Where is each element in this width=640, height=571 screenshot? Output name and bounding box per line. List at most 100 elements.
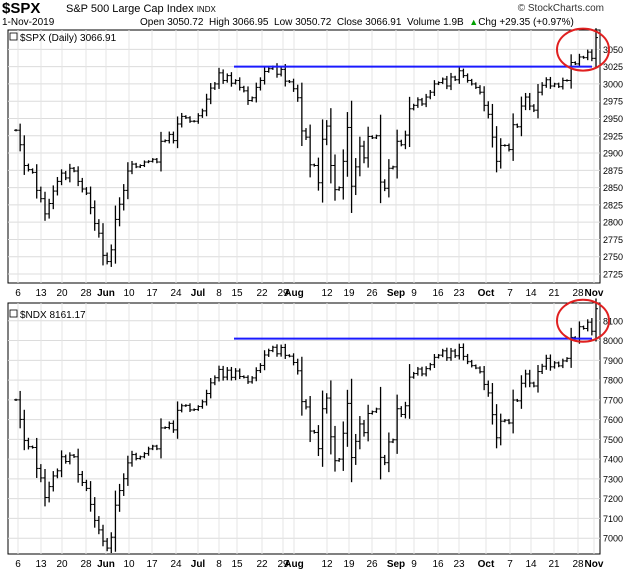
x-tick-label: Jul [191,288,206,299]
x-tick-label: 14 [525,559,537,570]
x-tick-label: 19 [343,559,355,570]
legend-swatch [9,309,18,318]
x-tick-label: 28 [80,559,92,570]
y-tick-label: 2725 [603,270,623,280]
volume-label: Volume [406,17,441,28]
y-tick-label: 2750 [603,252,623,262]
x-tick-label: Sep [387,288,405,299]
x-tick-label: Sep [387,559,405,570]
x-tick-label: 9 [411,288,417,299]
open-value: 3050.72 [167,17,204,28]
x-tick-label: 19 [343,288,355,299]
x-tick-label: Nov [585,559,604,570]
y-tick-label: 3000 [603,79,623,89]
y-tick-label: 7900 [603,356,623,366]
y-tick-label: 7300 [603,474,623,484]
x-tick-label: 16 [432,559,444,570]
x-tick-label: 21 [548,559,560,570]
x-tick-label: Aug [284,559,303,570]
x-tick-label: 13 [35,559,47,570]
y-tick-label: 7600 [603,415,623,425]
y-tick-label: 2850 [603,183,623,193]
y-tick-label: 3050 [603,45,623,55]
chart-header: $SPX S&P 500 Large Cap Index INDX 1-Nov-… [0,0,640,30]
x-tick-label: 7 [507,288,513,299]
x-tick-label: 29 [277,559,289,570]
x-tick-label: 10 [123,559,135,570]
x-tick-label: 13 [35,288,47,299]
y-tick-label: 7200 [603,494,623,504]
stockcharts-logo: © StockCharts.com [517,3,604,14]
up-arrow-icon: ▲ [469,17,479,27]
x-tick-label: 14 [525,288,537,299]
x-tick-label: 12 [321,559,333,570]
index-name-text: S&P 500 Large Cap Index [66,3,194,15]
x-tick-label: 26 [366,559,378,570]
x-tick-label: 15 [231,288,243,299]
x-tick-label: 8 [216,559,222,570]
x-tick-label: 17 [146,559,158,570]
exchange-label: INDX [196,5,216,14]
x-tick-label: 22 [256,559,268,570]
low-label: Low [274,17,293,28]
x-tick-label: 6 [15,288,21,299]
date-label: 1-Nov-2019 [2,17,55,28]
x-tick-label: 23 [453,559,465,570]
x-tick-label: 7 [507,559,513,570]
y-tick-label: 2975 [603,97,623,107]
plot-frame [7,29,601,284]
high-value: 3066.95 [232,17,269,28]
x-tick-label: 20 [56,559,68,570]
low-value: 3050.72 [295,17,332,28]
y-tick-label: 8000 [603,336,623,346]
volume-value: 1.9B [443,17,464,28]
y-tick-label: 7500 [603,435,623,445]
ohlc-readout: Open 3050.72 High 3066.95 Low 3050.72 Cl… [140,17,574,28]
y-tick-label: 2800 [603,218,623,228]
index-name: S&P 500 Large Cap Index INDX [66,3,216,15]
x-tick-label: 10 [123,288,135,299]
y-tick-label: 2825 [603,200,623,210]
chart-legend: $NDX 8161.17 [20,310,86,321]
x-tick-label: 26 [366,288,378,299]
close-value: 3066.91 [365,17,402,28]
x-tick-label: 28 [80,288,92,299]
x-tick-label: Oct [478,288,495,299]
x-tick-label: 9 [411,559,417,570]
y-tick-label: 2775 [603,235,623,245]
y-tick-label: 7800 [603,376,623,386]
x-tick-label: Nov [585,288,604,299]
x-tick-label: 24 [170,559,182,570]
breakout-circle [556,27,610,72]
x-tick-label: 15 [231,559,243,570]
symbol-title: $SPX [2,0,41,17]
legend-swatch [9,32,18,41]
chg-label: Chg [478,17,497,28]
y-tick-label: 2925 [603,131,623,141]
x-tick-label: 22 [256,288,268,299]
x-tick-label: 28 [572,559,584,570]
x-tick-label: 28 [572,288,584,299]
y-tick-label: 8100 [603,316,623,326]
y-tick-label: 7000 [603,534,623,544]
y-tick-label: 7400 [603,455,623,465]
high-label: High [208,17,230,28]
y-tick-label: 7700 [603,395,623,405]
x-tick-label: 29 [277,288,289,299]
y-tick-label: 3025 [603,62,623,72]
x-tick-label: Jun [97,288,115,299]
chg-value: +29.35 (+0.97%) [499,17,574,28]
x-tick-label: Jun [97,559,115,570]
x-tick-label: 12 [321,288,333,299]
x-tick-label: 23 [453,288,465,299]
x-tick-label: 20 [56,288,68,299]
y-tick-label: 2900 [603,149,623,159]
x-tick-label: Oct [478,559,495,570]
close-label: Close [336,17,363,28]
x-tick-label: 16 [432,288,444,299]
y-tick-label: 2950 [603,114,623,124]
y-tick-label: 2875 [603,166,623,176]
chart-legend: $SPX (Daily) 3066.91 [20,33,117,44]
